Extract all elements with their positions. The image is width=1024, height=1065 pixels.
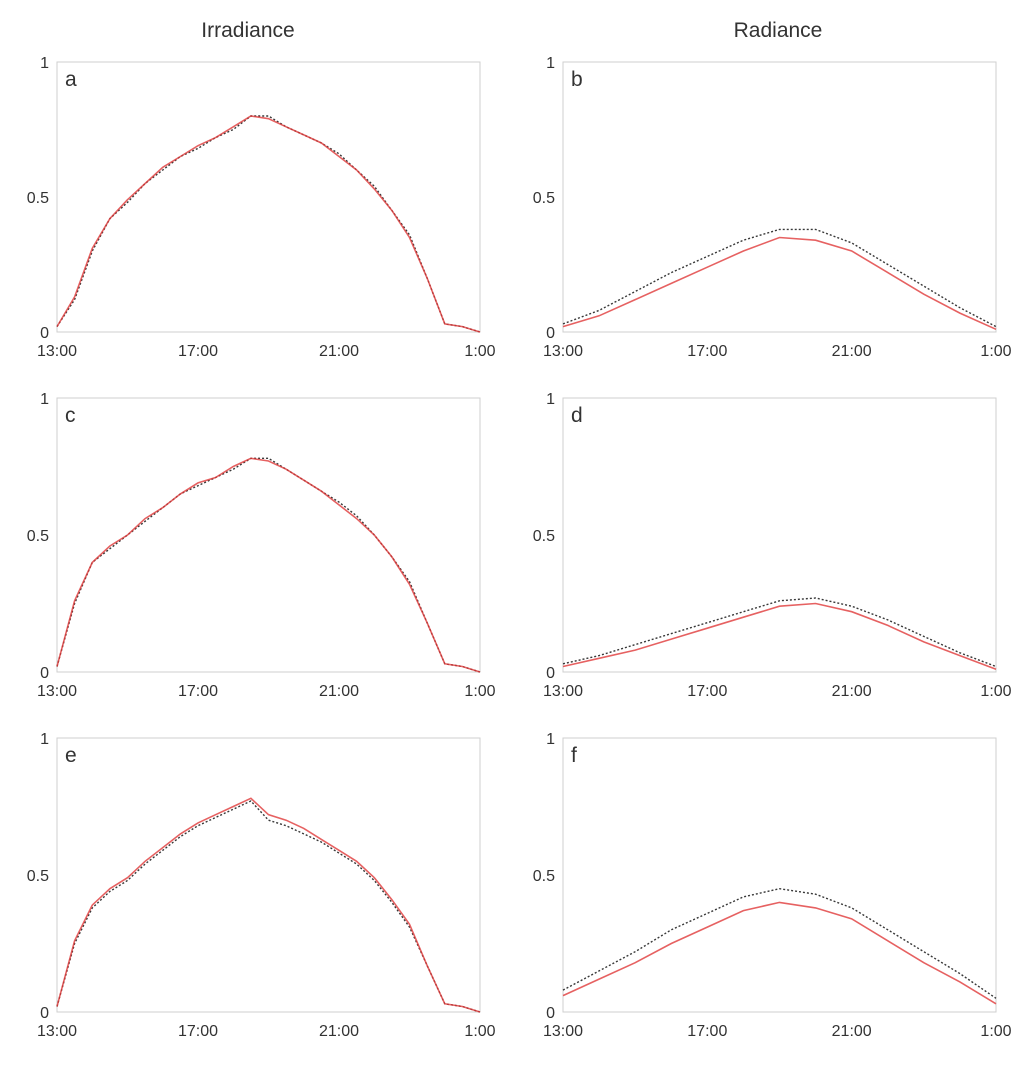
x-tick-label: 13:00 (543, 683, 583, 700)
x-tick-label: 17:00 (687, 343, 727, 360)
series-line-measured (562, 597, 997, 668)
x-tick-label: 1:00 (980, 343, 1011, 360)
panel-a: a 0 0.5 1 13:00 17:00 21:00 1:00 (27, 55, 496, 360)
series-line-modeled (562, 602, 997, 671)
series-line-measured (562, 887, 997, 999)
y-tick-label: 1 (546, 731, 555, 748)
series-line-modeled (56, 115, 481, 333)
x-tick-label: 17:00 (687, 1023, 727, 1040)
x-tick-label: 17:00 (178, 1023, 218, 1040)
panel-label: e (65, 744, 77, 767)
y-tick-label: 0 (546, 1005, 555, 1022)
series-line-modeled (562, 901, 997, 1005)
plot-frame (56, 61, 481, 333)
y-tick-label: 0 (546, 325, 555, 342)
plot-frame (56, 737, 481, 1013)
panel-label: f (571, 744, 577, 767)
panel-label: b (571, 68, 583, 91)
x-tick-label: 1:00 (464, 683, 495, 700)
x-tick-label: 21:00 (319, 683, 359, 700)
panel-e: e 0 0.5 1 13:00 17:00 21:00 1:00 (27, 731, 496, 1040)
y-tick-label: 0.5 (27, 868, 49, 885)
x-tick-label: 1:00 (464, 343, 495, 360)
y-tick-label: 1 (40, 55, 49, 72)
x-tick-label: 13:00 (543, 343, 583, 360)
x-tick-label: 13:00 (37, 683, 77, 700)
column-title-radiance: Radiance (734, 19, 823, 42)
y-tick-label: 0.5 (27, 190, 49, 207)
y-tick-label: 0.5 (533, 868, 555, 885)
x-tick-label: 13:00 (543, 1023, 583, 1040)
x-tick-label: 17:00 (178, 343, 218, 360)
y-tick-label: 0.5 (27, 528, 49, 545)
panel-f: f 0 0.5 1 13:00 17:00 21:00 1:00 (533, 731, 1012, 1040)
x-tick-label: 13:00 (37, 1023, 77, 1040)
y-tick-label: 1 (546, 55, 555, 72)
x-tick-label: 17:00 (687, 683, 727, 700)
series-line-modeled (56, 797, 481, 1013)
series-line-measured (562, 228, 997, 328)
column-title-irradiance: Irradiance (201, 19, 294, 42)
y-tick-label: 0 (40, 1005, 49, 1022)
x-tick-label: 1:00 (980, 1023, 1011, 1040)
panel-label: d (571, 404, 583, 427)
plot-frame (562, 397, 997, 673)
x-tick-label: 1:00 (464, 1023, 495, 1040)
series-line-modeled (56, 457, 481, 673)
x-tick-label: 13:00 (37, 343, 77, 360)
y-tick-label: 1 (40, 731, 49, 748)
y-tick-label: 1 (40, 391, 49, 408)
x-tick-label: 21:00 (319, 1023, 359, 1040)
y-tick-label: 0.5 (533, 190, 555, 207)
x-tick-label: 21:00 (832, 1023, 872, 1040)
panel-label: a (65, 68, 77, 91)
series-line-modeled (562, 236, 997, 331)
panel-c: c 0 0.5 1 13:00 17:00 21:00 1:00 (27, 391, 496, 700)
series-line-measured (56, 457, 481, 673)
plot-frame (56, 397, 481, 673)
x-tick-label: 21:00 (832, 343, 872, 360)
panels-group: a 0 0.5 1 13:00 17:00 21:00 1:00 b 0 0.5 1 13:00 17:0… (27, 55, 1012, 1040)
panel-d: d 0 0.5 1 13:00 17:00 21:00 1:00 (533, 391, 1012, 700)
panel-b: b 0 0.5 1 13:00 17:00 21:00 1:00 (533, 55, 1012, 360)
x-tick-label: 17:00 (178, 683, 218, 700)
series-line-measured (56, 115, 481, 333)
panel-label: c (65, 404, 76, 427)
x-tick-label: 21:00 (832, 683, 872, 700)
x-tick-label: 1:00 (980, 683, 1011, 700)
y-tick-label: 0.5 (533, 528, 555, 545)
y-tick-label: 0 (546, 665, 555, 682)
series-line-measured (56, 800, 481, 1013)
y-tick-label: 0 (40, 665, 49, 682)
y-tick-label: 0 (40, 325, 49, 342)
plot-frame (562, 61, 997, 333)
y-tick-label: 1 (546, 391, 555, 408)
plot-frame (562, 737, 997, 1013)
x-tick-label: 21:00 (319, 343, 359, 360)
